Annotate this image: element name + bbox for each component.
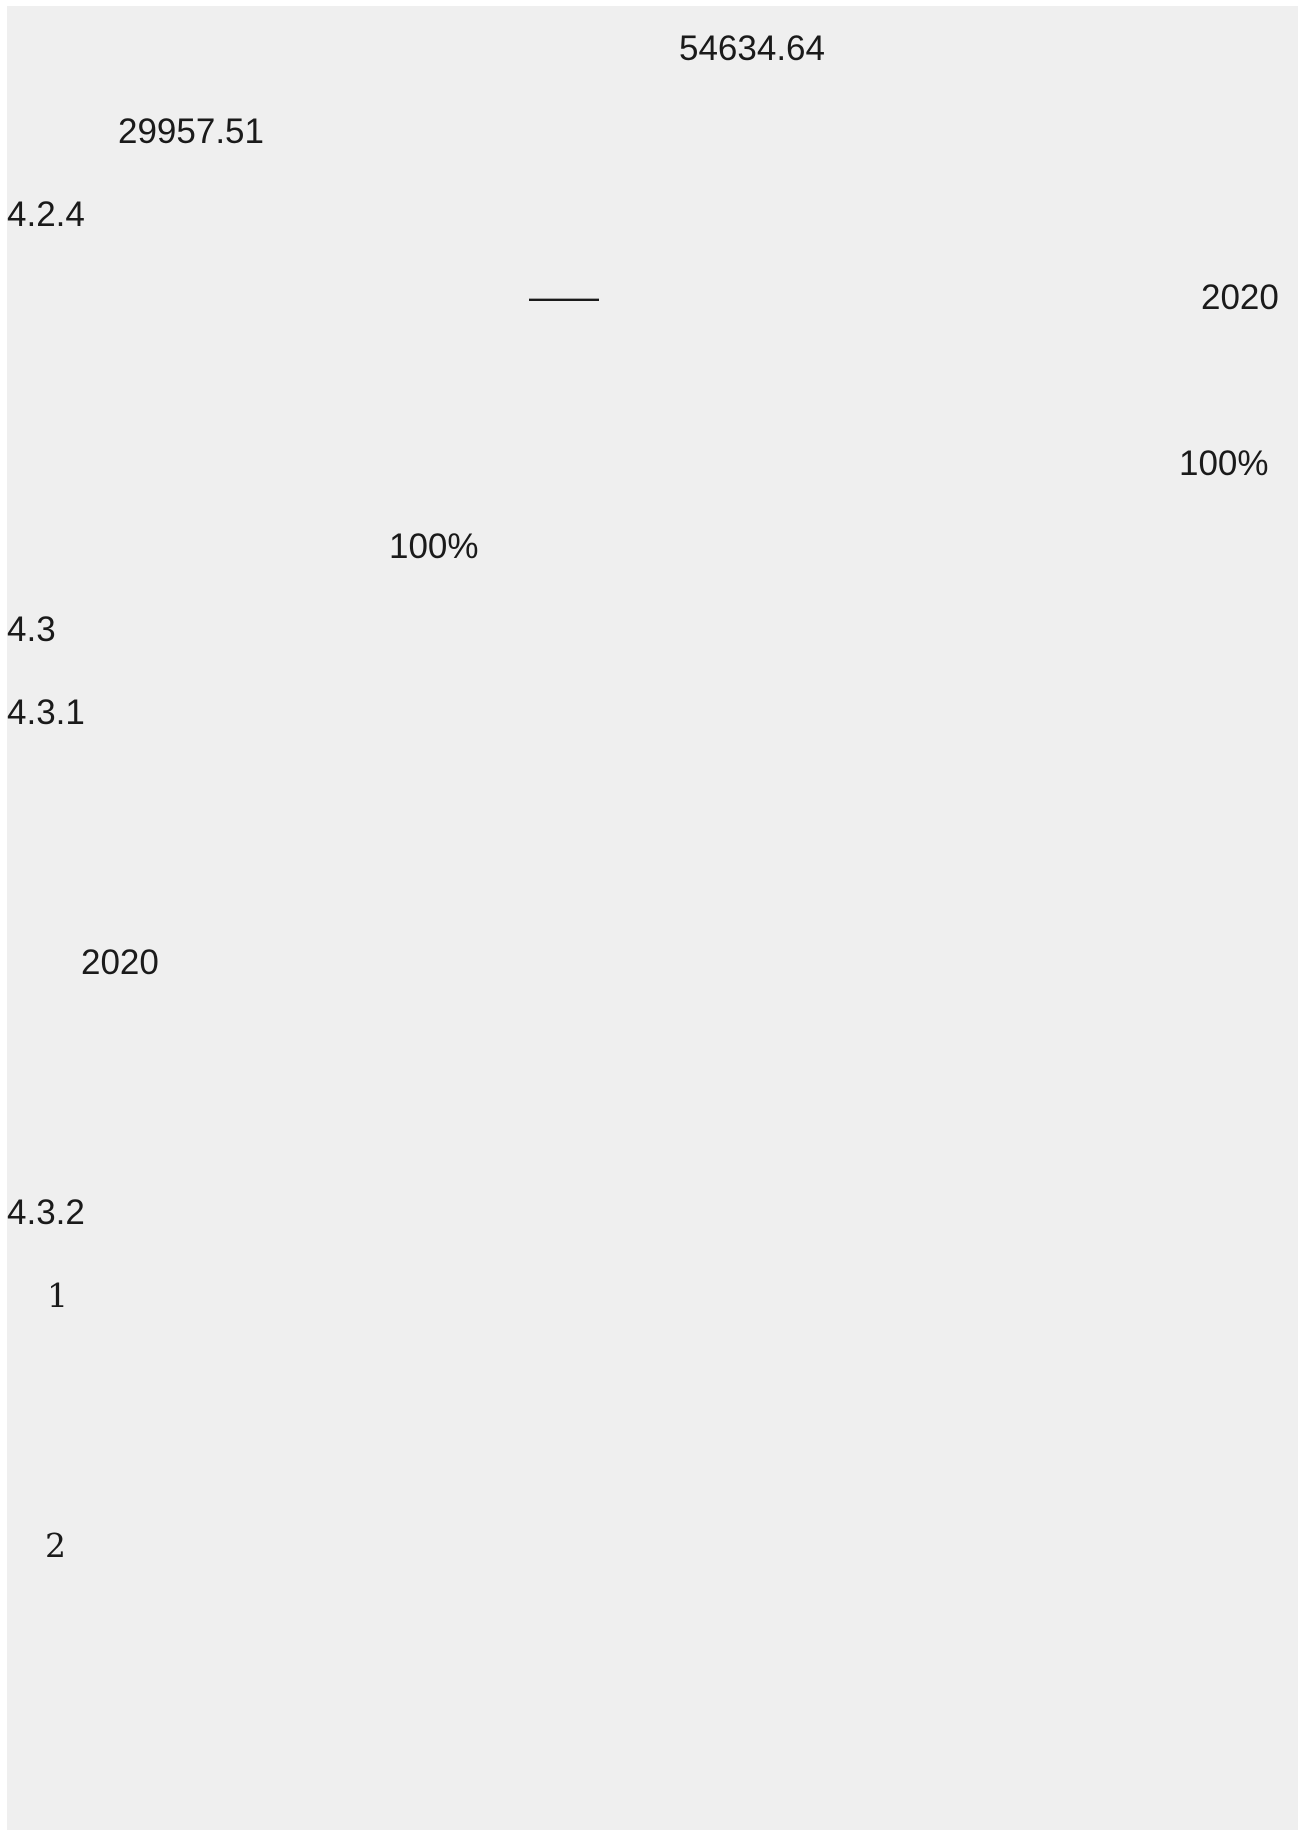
amount-value: 29957.51 [118,112,264,151]
percent-value: 100% [389,527,479,566]
dash-separator: —— [529,278,599,317]
section-heading: 4.2.4 [7,195,85,234]
amount-value: 54634.64 [679,29,825,68]
section-heading: 4.3.2 [7,1193,85,1232]
percent-value: 100% [1179,444,1269,483]
list-item-number: 1 [47,1276,68,1315]
document-page: 54634.64 29957.51 4.2.4 —— 2020 100% 100… [7,6,1298,1830]
year-value: 2020 [81,943,159,982]
list-item-number: 2 [45,1526,66,1565]
section-heading: 4.3 [7,610,56,649]
section-heading: 4.3.1 [7,693,85,732]
year-value: 2020 [1201,278,1279,317]
